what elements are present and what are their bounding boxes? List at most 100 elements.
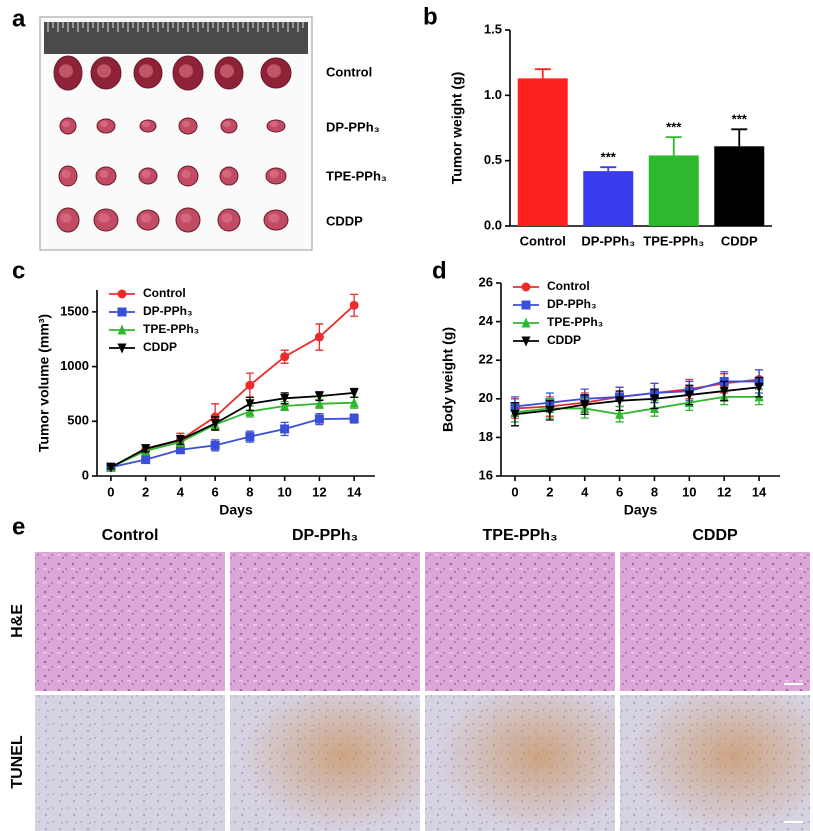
y-tick-label: 1.5 (484, 21, 502, 36)
marker (349, 414, 359, 424)
y-tick-label: 1000 (60, 358, 89, 373)
significance-label: *** (666, 120, 682, 135)
tumor-highlight (267, 64, 281, 78)
tumor-highlight (100, 120, 108, 128)
y-tick-label: 20 (479, 390, 493, 405)
marker (615, 408, 625, 419)
column-label: DP-PPh₃ (292, 527, 358, 544)
marker (245, 399, 255, 410)
marker (141, 455, 151, 465)
tumor-highlight (139, 64, 153, 78)
series-line (110, 417, 355, 469)
he-image (230, 552, 420, 691)
chart: b 0.0 0.5 1.0 1.5 Tumor weight (g) Control DP-P… (423, 3, 772, 248)
tumor-highlight (222, 170, 232, 178)
marker (175, 435, 185, 446)
series-line (110, 401, 355, 469)
y-axis-label: Tumor weight (g) (449, 72, 465, 185)
marker (280, 352, 290, 362)
series-line (110, 391, 355, 469)
x-tick-label: 2 (142, 484, 149, 499)
tumor-highlight (180, 213, 192, 223)
bar (517, 78, 568, 226)
charts: b 0.0 0.5 1.0 1.5 Tumor weight (g) Control DP-P… (12, 3, 780, 518)
tunel-stain (230, 695, 420, 831)
marker (580, 400, 590, 411)
x-tick-label: 12 (312, 484, 326, 499)
error-bar (731, 128, 748, 147)
column-label: Control (102, 527, 159, 544)
tumor-highlight (141, 170, 151, 178)
legend-label: TPE-PPh₃ (547, 315, 603, 329)
x-tick-label: 4 (581, 484, 589, 499)
x-tick-label: 4 (177, 484, 185, 499)
legend-marker (117, 289, 127, 299)
legend-label: Control (547, 279, 590, 293)
y-tick-label: 1.0 (484, 87, 502, 102)
panel-letter: e (12, 513, 25, 540)
x-tick-label: 14 (347, 484, 362, 499)
series-line (514, 386, 760, 416)
tumor-photos (53, 55, 292, 233)
x-tick-label: 10 (682, 484, 696, 499)
legend-marker (521, 300, 531, 310)
ruler-ticks (47, 22, 304, 32)
he-image (35, 552, 225, 691)
x-tick-label: 6 (212, 484, 219, 499)
x-tick-label: 6 (616, 484, 623, 499)
category-label: TPE-PPh₃ (643, 233, 704, 248)
legend-marker (117, 324, 127, 335)
legend-marker (521, 336, 531, 347)
marker (314, 414, 324, 424)
marker (615, 396, 625, 407)
tumor-highlight (60, 213, 72, 223)
x-tick-label: 2 (546, 484, 553, 499)
tumor-highlight (181, 170, 191, 178)
tumor-highlight (269, 170, 279, 178)
y-tick-label: 0.5 (484, 152, 502, 167)
bar (648, 155, 699, 226)
legend-label: Control (143, 286, 186, 300)
error-bar (665, 136, 682, 156)
tunel-image (35, 695, 225, 831)
bar (714, 146, 765, 226)
marker (349, 397, 359, 408)
tumor-highlight (61, 170, 71, 178)
y-axis-label: Body weight (g) (440, 327, 456, 432)
tumor-highlight (98, 213, 110, 223)
tunel-stain (425, 695, 615, 831)
marker (210, 440, 220, 450)
tumor-highlight (220, 64, 234, 78)
row-label: DP-PPh₃ (326, 119, 380, 134)
marker (510, 409, 520, 420)
column-label: CDDP (692, 527, 738, 544)
tumor-highlight (223, 120, 231, 128)
marker (245, 380, 255, 390)
legend-label: CDDP (143, 340, 177, 354)
marker (175, 445, 185, 455)
legend-label: DP-PPh₃ (143, 304, 193, 318)
error-bar (600, 166, 617, 172)
category-label: CDDP (721, 233, 758, 248)
marker (141, 444, 151, 455)
marker (314, 332, 324, 342)
legend-marker (117, 343, 127, 354)
legend-label: DP-PPh₃ (547, 297, 597, 311)
tumor-highlight (99, 170, 109, 178)
y-tick-label: 0 (82, 467, 89, 482)
tumor-highlight (97, 64, 111, 78)
panel-letter: a (12, 5, 26, 32)
category-label: DP-PPh₃ (581, 233, 635, 248)
legend-label: CDDP (547, 333, 581, 347)
y-tick-label: 22 (479, 352, 493, 367)
marker (210, 418, 220, 429)
x-axis-label: Days (219, 502, 253, 518)
x-tick-label: 8 (246, 484, 253, 499)
panel-letter: b (423, 3, 438, 30)
histology: Control DP-PPh₃ TPE-PPh₃ CDDP H&E TUNEL (9, 527, 810, 831)
he-image (425, 552, 615, 691)
tumor-highlight (221, 213, 233, 223)
panel-letter: c (12, 257, 25, 284)
row-label: CDDP (326, 213, 363, 228)
